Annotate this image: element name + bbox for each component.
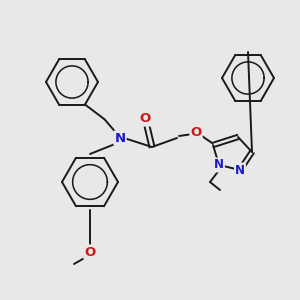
Text: O: O [140, 112, 151, 125]
Text: N: N [214, 158, 224, 172]
Text: O: O [190, 125, 202, 139]
Text: N: N [114, 131, 126, 145]
Text: N: N [235, 164, 245, 176]
Text: O: O [84, 245, 96, 259]
